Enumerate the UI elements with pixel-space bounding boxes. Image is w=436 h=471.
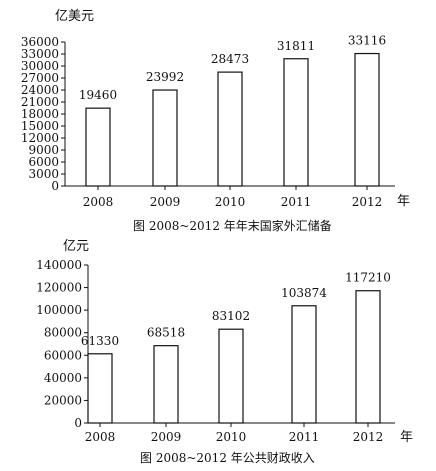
x-tick-label: 2010 (216, 430, 247, 444)
chart1-y-ticks: 0300060009000120001500018000210002400027… (21, 35, 65, 193)
x-tick-label: 2011 (281, 195, 312, 209)
x-tick-label: 2011 (289, 430, 320, 444)
y-tick-label: 3000 (28, 167, 59, 181)
y-tick-label: 9000 (28, 143, 59, 157)
chart1-unit-label: 亿美元 (55, 9, 94, 24)
y-tick-label: 140000 (36, 258, 82, 272)
y-tick-label: 12000 (21, 131, 59, 145)
y-tick-label: 60000 (44, 348, 82, 362)
x-tick-label: 2008 (83, 195, 114, 209)
x-tick-label: 2009 (150, 195, 181, 209)
bar (218, 328, 244, 424)
y-tick-label: 27000 (21, 71, 59, 85)
bar (291, 305, 317, 424)
bar-value-label: 68518 (147, 326, 185, 340)
y-tick-label: 36000 (21, 35, 59, 49)
bar (87, 353, 113, 424)
x-tick-label: 2010 (215, 195, 246, 209)
x-tick-label: 2008 (85, 430, 116, 444)
bar-value-label: 83102 (212, 309, 250, 323)
bar (355, 290, 381, 424)
chart1-x-tick-labels: 2008 2009 2010 2011 2012 (83, 186, 383, 209)
x-tick-label: 2012 (352, 195, 383, 209)
y-tick-label: 21000 (21, 95, 59, 109)
bar-value-label: 103874 (281, 286, 327, 300)
chart2-x-axis-label: 年 (400, 430, 413, 445)
y-tick-label: 100000 (36, 303, 82, 317)
chart2-x-tick-labels: 2008 2009 2010 2011 2012 (85, 423, 384, 444)
y-tick-label: 18000 (21, 107, 59, 121)
chart2-bars: 61330 68518 83102 103874 117210 (81, 271, 391, 424)
bar-value-label: 31811 (277, 39, 315, 53)
y-tick-label: 80000 (44, 326, 82, 340)
chart2-y-ticks: 0 20000 40000 60000 80000 100000 120000 140000 (36, 258, 88, 430)
chart1-x-axis-label: 年 (397, 194, 410, 209)
chart2-title: 图 2008~2012 年公共财政收入 (140, 451, 315, 465)
forex-reserves-chart: 亿美元 030006000900012000150001800021000240… (21, 9, 410, 233)
bar (283, 58, 309, 187)
y-tick-label: 33000 (21, 47, 59, 61)
bar-value-label: 33116 (348, 34, 386, 48)
bar-value-label: 117210 (345, 271, 391, 285)
y-tick-label: 40000 (44, 371, 82, 385)
bar (85, 107, 111, 187)
bar (217, 71, 243, 187)
y-tick-label: 120000 (36, 281, 82, 295)
chart1-title: 图 2008~2012 年年末国家外汇储备 (133, 218, 332, 233)
bar-value-label: 19460 (79, 88, 117, 102)
y-tick-label: 15000 (21, 119, 59, 133)
fiscal-revenue-chart: 亿元 0 20000 40000 60000 80000 100000 120000 1400… (36, 239, 413, 465)
y-tick-label: 30000 (21, 59, 59, 73)
x-tick-label: 2012 (353, 430, 384, 444)
y-tick-label: 0 (51, 179, 59, 193)
y-tick-label: 0 (74, 416, 82, 430)
x-tick-label: 2009 (151, 430, 182, 444)
y-tick-label: 24000 (21, 83, 59, 97)
chart2-unit-label: 亿元 (63, 239, 89, 254)
bar-value-label: 28473 (211, 52, 249, 66)
bar (354, 52, 380, 187)
bar-value-label: 23992 (146, 70, 184, 84)
bar (152, 89, 178, 187)
chart1-bars: 19460 23992 28473 31811 33116 (79, 34, 386, 187)
y-tick-label: 20000 (44, 393, 82, 407)
y-tick-label: 6000 (28, 155, 59, 169)
bar (153, 345, 179, 424)
bar-value-label: 61330 (81, 334, 119, 348)
